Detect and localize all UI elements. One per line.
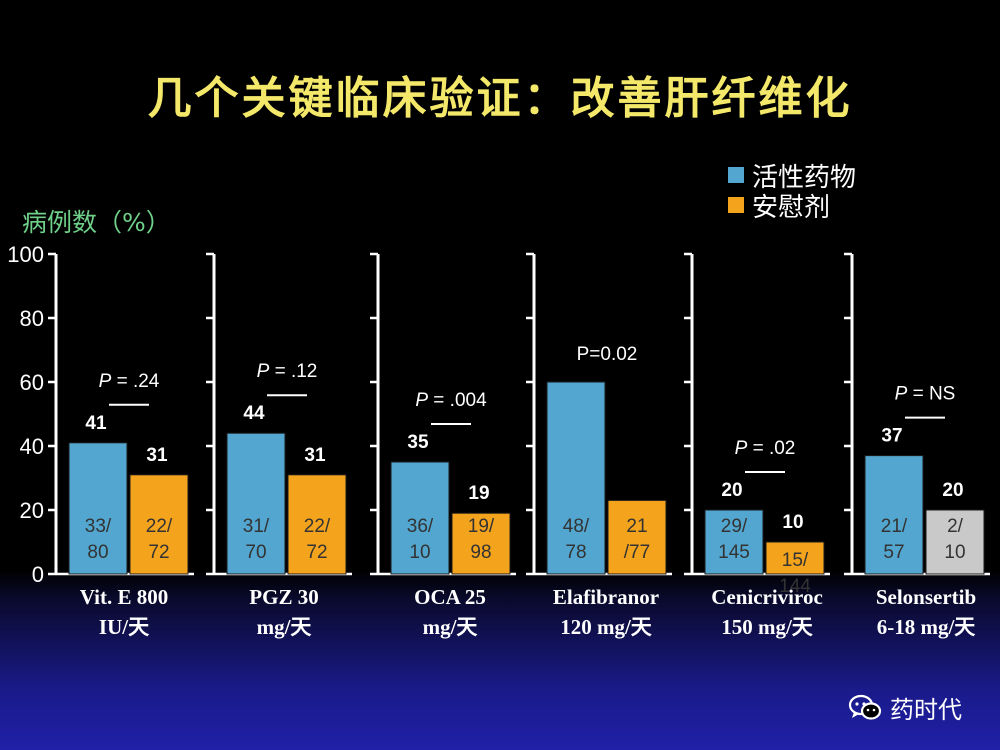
y-tick-label: 40 <box>20 434 44 459</box>
y-tick-label: 100 <box>7 242 44 267</box>
bar-fraction-bottom: 80 <box>87 542 108 563</box>
bar-value-label: 44 <box>243 403 265 424</box>
x-category-label-line1: PGZ 30 <box>249 585 318 609</box>
x-category-label-line1: OCA 25 <box>414 585 486 609</box>
x-category-label-line2: IU/天 <box>99 615 150 639</box>
legend-swatch-active <box>728 167 744 183</box>
bar-fraction-bottom: 57 <box>883 542 904 563</box>
bar-fraction-top: 19/ <box>468 516 495 537</box>
y-tick-label: 60 <box>20 370 44 395</box>
bar-value-label: 20 <box>721 480 742 501</box>
bar-value-label: 37 <box>881 426 902 447</box>
bar-value-label: 31 <box>304 445 326 466</box>
legend-item-placebo: 安慰剂 <box>728 190 856 223</box>
bar-fraction-bottom: 70 <box>245 542 266 563</box>
bar-fraction-bottom: 10 <box>409 542 430 563</box>
x-category-label-line2: mg/天 <box>423 615 479 639</box>
watermark: 药时代 <box>848 690 962 725</box>
bar-fraction-bottom: /77 <box>624 542 650 563</box>
bar-placebo <box>129 474 189 575</box>
bar-value-label: 10 <box>782 512 803 533</box>
y-tick-label: 0 <box>32 562 44 587</box>
bar-fraction-top: 21 <box>626 516 647 537</box>
bar-value-label: 35 <box>407 432 429 453</box>
x-category-label-line2: mg/天 <box>257 615 313 639</box>
p-value-label: P = .24 <box>99 371 160 392</box>
bar-fraction-bottom: 72 <box>148 542 169 563</box>
bar-fraction-top: 31/ <box>243 516 270 537</box>
bar-placebo <box>765 541 825 575</box>
bar-active <box>390 461 450 575</box>
bar-value-label: 31 <box>146 445 168 466</box>
bar-fraction-bottom: 78 <box>565 542 586 563</box>
bar-value-label: 19 <box>468 483 489 504</box>
x-category-label-line2: 6-18 mg/天 <box>877 615 977 639</box>
x-category-label-line2: 150 mg/天 <box>721 615 814 639</box>
wechat-icon <box>848 694 882 720</box>
p-value-label: P=0.02 <box>577 344 638 365</box>
chart-legend: 活性药物 安慰剂 <box>728 160 856 223</box>
watermark-text: 药时代 <box>890 696 962 724</box>
bar-fraction-top: 48/ <box>563 516 590 537</box>
x-category-label-line1: Cenicriviroc <box>711 585 823 609</box>
bar-placebo <box>287 474 347 575</box>
legend-label-active: 活性药物 <box>752 162 857 193</box>
x-category-label-line1: Selonsertib <box>876 585 976 609</box>
bar-fraction-bottom: 144 <box>779 576 811 597</box>
bar-fraction-bottom: 10 <box>944 542 965 563</box>
bar-fraction-top: 22/ <box>304 516 331 537</box>
page-title: 几个关键临床验证：改善肝纤维化 <box>147 73 853 124</box>
bar-fraction-top: 29/ <box>721 516 748 537</box>
bar-fraction-bottom: 145 <box>718 542 750 563</box>
p-value-label: P = NS <box>895 384 956 405</box>
bar-active <box>704 509 764 575</box>
p-value-label: P = .02 <box>735 438 796 459</box>
bar-fraction-top: 2/ <box>947 516 964 537</box>
p-value-label: P = .004 <box>415 390 487 411</box>
legend-item-active: 活性药物 <box>728 160 856 193</box>
p-value-label: P = .12 <box>257 361 318 382</box>
bar-fraction-top: 15/ <box>782 550 809 571</box>
bar-active <box>68 442 128 575</box>
x-category-label-line1: Elafibranor <box>553 585 659 609</box>
bar-fraction-top: 33/ <box>85 516 112 537</box>
bar-active <box>226 432 286 575</box>
y-tick-label: 80 <box>20 306 44 331</box>
bar-active <box>864 455 924 575</box>
bar-active <box>546 381 606 575</box>
bar-fraction-bottom: 72 <box>306 542 327 563</box>
bar-fraction-top: 22/ <box>146 516 173 537</box>
bar-fraction-top: 36/ <box>407 516 434 537</box>
bar-value-label: 41 <box>85 413 107 434</box>
y-tick-label: 20 <box>20 498 44 523</box>
bar-value-label: 20 <box>942 480 963 501</box>
bar-placebo <box>451 512 511 575</box>
bar-placebo <box>925 509 985 575</box>
x-category-label-line1: Vit. E 800 <box>80 585 168 609</box>
legend-swatch-placebo <box>728 197 744 213</box>
bar-placebo <box>607 499 667 575</box>
x-category-label-line2: 120 mg/天 <box>560 615 653 639</box>
legend-label-placebo: 安慰剂 <box>752 192 831 223</box>
bar-fraction-top: 21/ <box>881 516 908 537</box>
bar-fraction-bottom: 98 <box>470 542 491 563</box>
y-axis-title: 病例数（%） <box>22 208 171 237</box>
